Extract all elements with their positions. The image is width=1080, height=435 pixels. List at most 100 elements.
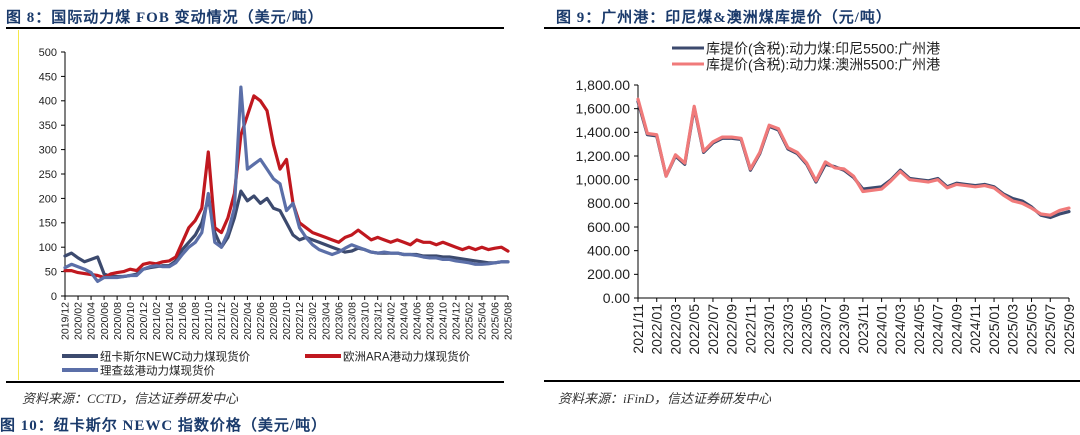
left-figure-title: 图 8：国际动力煤 FOB 变动情况（美元/吨）: [6, 10, 324, 26]
x-tick-label: 2023/01: [761, 304, 777, 355]
left-bottom-rule: [6, 381, 504, 383]
legend-label: 欧洲ARA港动力煤现货价: [343, 349, 471, 363]
left-figure-source: 资料来源：CCTD，信达证券研发中心: [22, 391, 238, 406]
y-tick-label: 400.00: [587, 243, 630, 259]
x-tick-label: 2021/08: [190, 302, 202, 340]
y-tick-label: 450: [39, 71, 57, 83]
x-tick-label: 2023/07: [817, 304, 833, 355]
x-tick-label: 2021/04: [164, 302, 176, 340]
x-tick-label: 2024/10: [438, 302, 450, 340]
x-tick-label: 2025/08: [503, 302, 515, 340]
x-tick-label: 2020/04: [86, 302, 98, 340]
y-tick-label: 300: [39, 144, 57, 156]
legend-label: 纽卡斯尔NEWC动力煤现货价: [100, 349, 251, 363]
x-tick-label: 2024/07: [930, 304, 946, 355]
x-tick-label: 2021/02: [151, 302, 163, 340]
y-tick-label: 400: [39, 96, 57, 108]
x-tick-label: 2019/12: [60, 302, 72, 340]
x-tick-label: 2025/02: [464, 302, 476, 340]
legend-label: 理查兹港动力煤现货价: [100, 363, 215, 377]
x-tick-label: 2025/04: [477, 302, 489, 340]
x-tick-label: 2023/02: [307, 302, 319, 340]
y-tick-label: 1,400.00: [576, 124, 631, 140]
x-tick-label: 2025/07: [1042, 304, 1058, 355]
x-tick-label: 2024/01: [874, 304, 890, 355]
y-tick-label: 150: [39, 218, 57, 230]
y-tick-label: 200.00: [587, 266, 630, 282]
x-tick-label: 2020/06: [99, 302, 111, 340]
x-tick-label: 2022/07: [705, 304, 721, 355]
x-tick-label: 2022/12: [294, 302, 306, 340]
left-title-rule: [6, 27, 504, 29]
series-line-1: [63, 94, 510, 280]
right-figure-source: 资料来源：iFinD，信达证券研发中心: [558, 391, 772, 406]
x-tick-label: 2025/03: [1005, 304, 1021, 355]
x-tick-label: 2025/09: [1061, 304, 1077, 355]
x-tick-label: 2022/04: [242, 302, 254, 340]
x-tick-label: 2023/09: [836, 304, 852, 355]
right-chart: 0.00 200.00 400.00 600.00 800.00 1,000.00 1,20…: [576, 40, 1077, 355]
x-tick-label: 2021/06: [177, 302, 189, 340]
x-tick-label: 2020/02: [73, 302, 85, 340]
x-tick-label: 2025/01: [986, 304, 1002, 355]
x-tick-label: 2025/05: [1023, 304, 1039, 355]
series-line-0: [636, 99, 1071, 220]
x-tick-label: 2023/08: [346, 302, 358, 340]
y-tick-label: 350: [39, 120, 57, 132]
y-tick-label: 500: [39, 47, 57, 59]
legend-label: 库提价(含税):动力煤:印尼5500:广州港: [706, 40, 940, 56]
x-tick-label: 2024/06: [411, 302, 423, 340]
x-tick-label: 2022/03: [667, 304, 683, 355]
x-tick-label: 2020/12: [138, 302, 150, 340]
x-tick-label: 2022/11: [742, 304, 758, 354]
x-tick-label: 2024/05: [911, 304, 927, 355]
x-tick-label: 2023/12: [372, 302, 384, 340]
x-tick-label: 2022/08: [268, 302, 280, 340]
x-tick-label: 2023/10: [359, 302, 371, 340]
x-tick-label: 2024/02: [385, 302, 397, 340]
y-tick-label: 800.00: [587, 195, 630, 211]
x-tick-label: 2024/03: [892, 304, 908, 355]
x-tick-label: 2020/10: [125, 302, 137, 340]
right-figure-title: 图 9：广州港：印尼煤&澳洲煤库提价（元/吨）: [556, 10, 892, 26]
x-tick-label: 2023/03: [780, 304, 796, 355]
x-tick-label: 2020/08: [112, 302, 124, 340]
right-title-rule: [544, 27, 1080, 29]
x-tick-label: 2022/09: [724, 304, 740, 355]
y-tick-label: 250: [39, 169, 57, 181]
legend-label: 库提价(含税):动力煤:澳洲5500:广州港: [706, 56, 940, 72]
x-tick-label: 2022/02: [229, 302, 241, 340]
y-tick-label: 0.00: [603, 290, 630, 306]
y-tick-label: 50: [45, 266, 57, 278]
x-tick-label: 2022/05: [686, 304, 702, 355]
left-chart-frame-edge: [18, 30, 19, 380]
x-tick-label: 2022/10: [281, 302, 293, 340]
x-tick-label: 2023/11: [855, 304, 871, 354]
series-line-2: [63, 85, 510, 283]
x-tick-label: 2021/12: [216, 302, 228, 340]
x-tick-label: 2025/06: [490, 302, 502, 340]
x-tick-label: 2024/09: [948, 304, 964, 355]
x-tick-label: 2024/04: [398, 302, 410, 340]
x-tick-label: 2023/05: [799, 304, 815, 355]
y-tick-label: 0: [51, 291, 57, 303]
y-tick-label: 1,600.00: [576, 101, 631, 117]
x-tick-label: 2021/11: [630, 304, 646, 354]
y-tick-label: 100: [39, 242, 57, 254]
x-tick-label: 2022/06: [255, 302, 267, 340]
next-figure-title: 图 10：纽卡斯尔 NEWC 指数价格（美元/吨）: [0, 418, 328, 434]
y-tick-label: 1,200.00: [576, 148, 631, 164]
x-tick-label: 2023/06: [333, 302, 345, 340]
x-tick-label: 2022/01: [649, 304, 665, 355]
x-tick-label: 2024/12: [451, 302, 463, 340]
y-tick-label: 1,000.00: [576, 172, 631, 188]
x-tick-label: 2024/08: [424, 302, 436, 340]
x-tick-label: 2021/10: [203, 302, 215, 340]
x-tick-label: 2024/11: [967, 304, 983, 354]
series-line-1: [636, 97, 1071, 217]
y-tick-label: 200: [39, 193, 57, 205]
y-tick-label: 600.00: [587, 219, 630, 235]
y-tick-label: 1,800.00: [576, 77, 631, 93]
x-tick-label: 2023/04: [320, 302, 332, 340]
